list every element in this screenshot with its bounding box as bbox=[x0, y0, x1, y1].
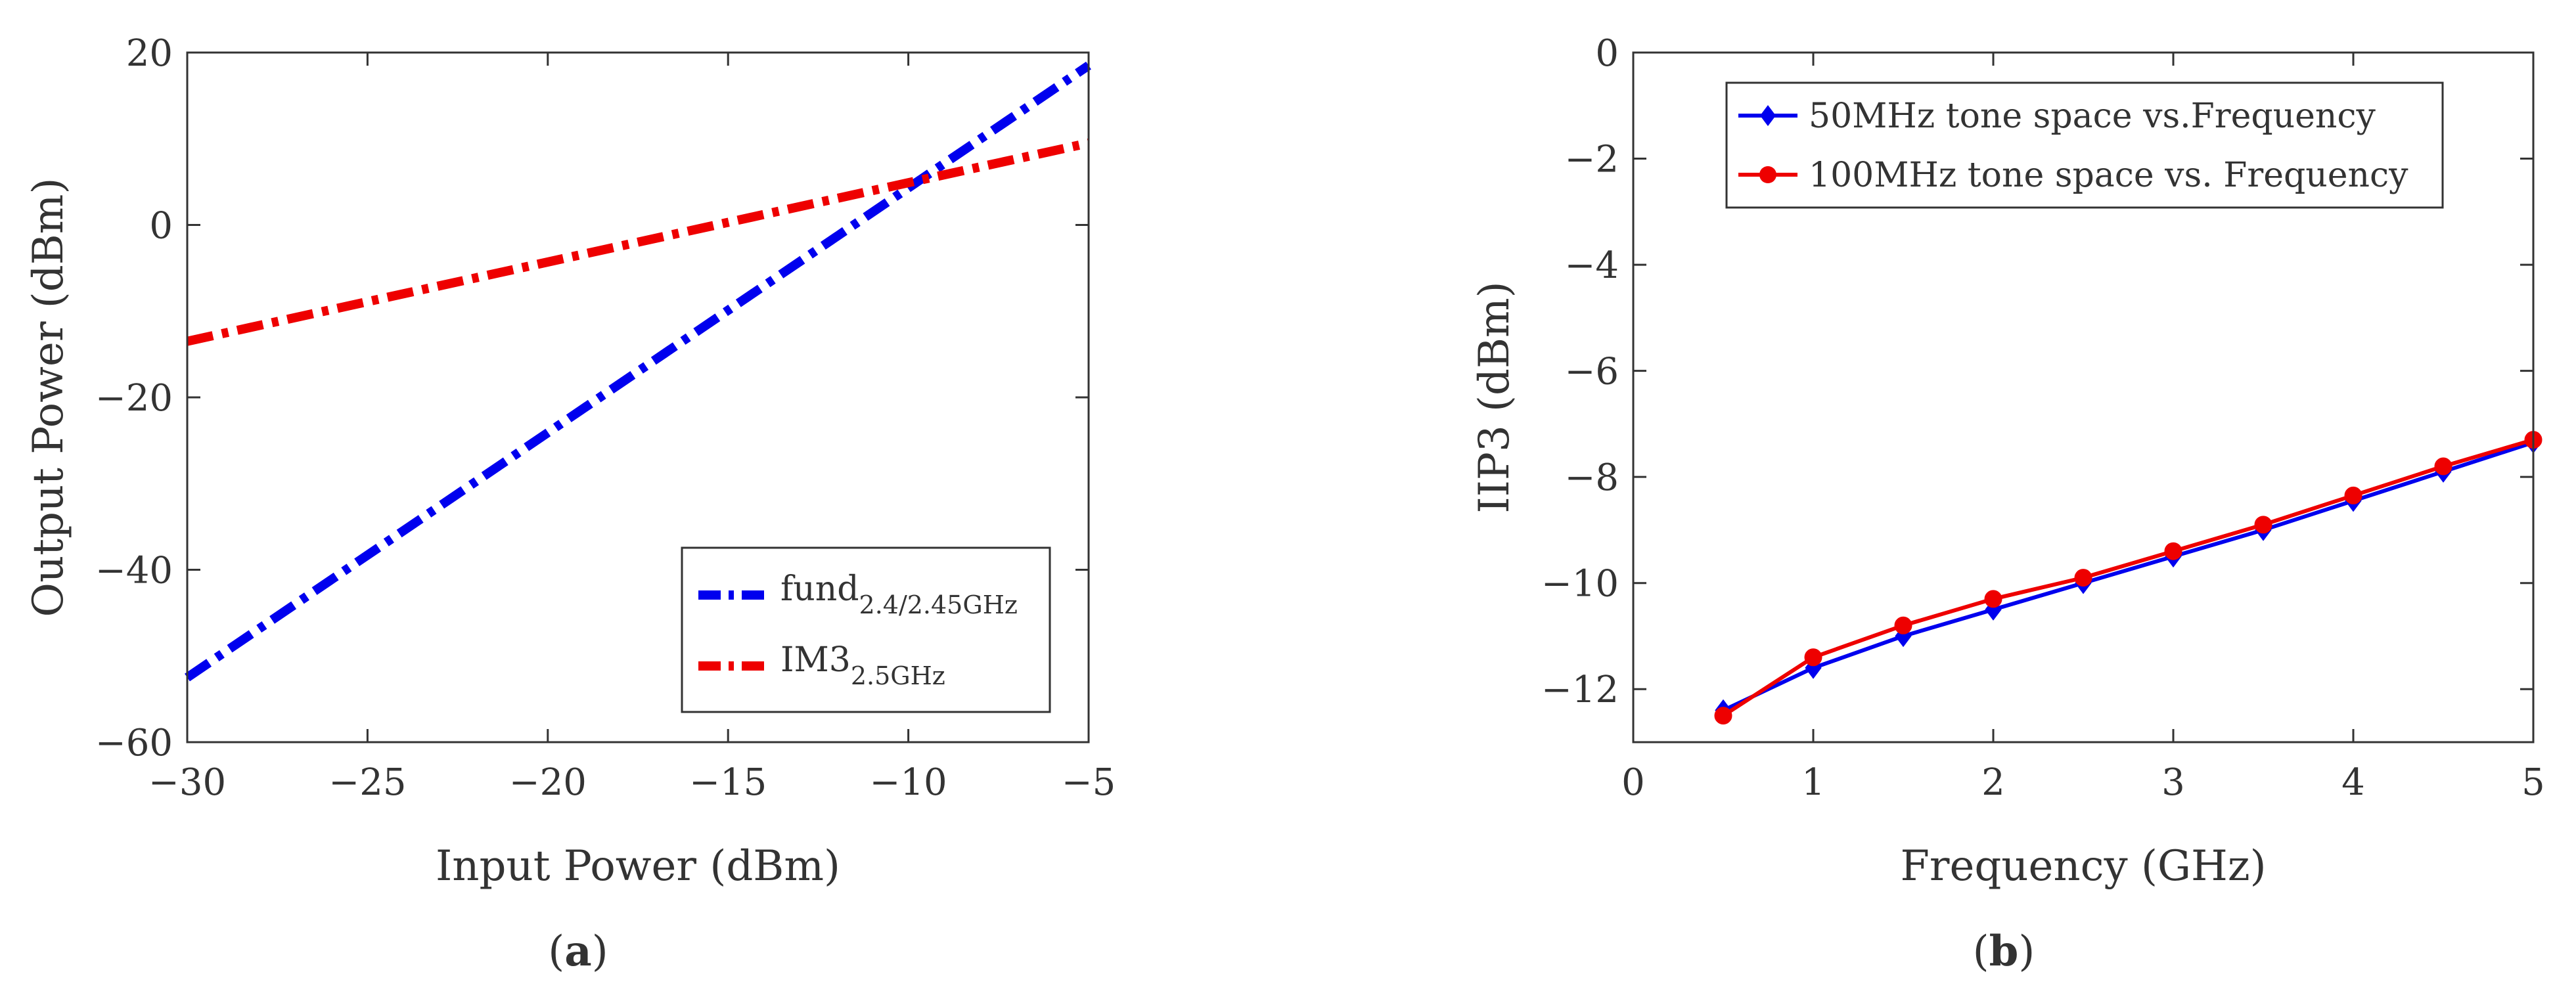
data-point-circle bbox=[1894, 616, 1912, 634]
panel-b-x-axis-label: Frequency (GHz) bbox=[1900, 842, 2266, 891]
panel-a-legend-box bbox=[681, 546, 1051, 713]
x-tick-label: −20 bbox=[509, 761, 587, 804]
y-tick-label: −4 bbox=[1564, 244, 1619, 287]
panel-b-caption-letter: b bbox=[1989, 927, 2019, 976]
y-tick-label: −6 bbox=[1564, 351, 1619, 393]
legend-swatch-circle bbox=[1759, 166, 1776, 183]
x-tick-label: 0 bbox=[1621, 761, 1645, 804]
panel-a-tick-labels: −30 −25 −20 −15 −10 −5 −60 −40 −20 0 20 bbox=[95, 32, 1116, 804]
panel-a-plot-frame bbox=[186, 51, 1090, 743]
legend-item-100mhz bbox=[1738, 166, 1797, 183]
data-point-circle bbox=[1984, 590, 2002, 608]
x-tick-label: −25 bbox=[328, 761, 406, 804]
legend-label-fund-name: fund bbox=[780, 569, 859, 609]
panel-b-caption-close: ) bbox=[2018, 927, 2035, 976]
panel-a-caption-open: ( bbox=[548, 927, 564, 976]
data-point-circle bbox=[1714, 707, 1732, 725]
legend-label-fund: fund2.4/2.45GHz bbox=[780, 569, 1018, 619]
panel-b-tick-labels: 0 1 2 3 4 5 −12 −10 −8 −6 −4 −2 0 bbox=[1541, 32, 2545, 804]
panel-b-y-axis-label: IIP3 (dBm) bbox=[1470, 281, 1519, 513]
data-point-circle bbox=[2254, 516, 2272, 534]
legend-label-im3-name: IM3 bbox=[780, 640, 851, 680]
series-line-0 bbox=[1722, 440, 2534, 713]
panel-a-caption-close: ) bbox=[592, 927, 608, 976]
panel-a-y-axis-label: Output Power (dBm) bbox=[24, 178, 73, 617]
panel-a-caption-letter: a bbox=[564, 927, 591, 976]
x-tick-label: 5 bbox=[2521, 761, 2545, 804]
panel-b-plot-frame bbox=[1632, 51, 2535, 743]
legend-item-50mhz bbox=[1738, 105, 1797, 126]
panel-a-x-axis-label: Input Power (dBm) bbox=[436, 842, 840, 891]
y-tick-label: −20 bbox=[95, 377, 173, 420]
data-point-circle bbox=[1804, 648, 1822, 667]
panel-a-series bbox=[185, 61, 1091, 682]
panel-b-chart: 0 1 2 3 4 5 −12 −10 −8 −6 −4 −2 0 Frequency (GHz) II… bbox=[1470, 32, 2545, 976]
y-tick-label: −10 bbox=[1541, 563, 1619, 606]
x-tick-label: −15 bbox=[689, 761, 767, 804]
data-point-circle bbox=[2164, 542, 2182, 560]
x-tick-label: 3 bbox=[2161, 761, 2185, 804]
legend-label-im3-subscript: 2.5GHz bbox=[851, 661, 945, 690]
y-tick-label: 20 bbox=[126, 32, 173, 75]
y-tick-label: 0 bbox=[1595, 32, 1619, 75]
panel-a-legend: fund2.4/2.45GHz IM32.5GHz bbox=[681, 546, 1051, 713]
data-point-circle bbox=[2074, 569, 2092, 587]
data-point-circle bbox=[2434, 457, 2452, 476]
panel-b-caption: (b) bbox=[1973, 927, 2035, 976]
data-point-circle bbox=[2344, 486, 2362, 504]
series-line-fund bbox=[185, 61, 1091, 682]
y-tick-label: 0 bbox=[149, 205, 173, 248]
series-line-im3 bbox=[186, 138, 1090, 346]
panel-a-caption: (a) bbox=[548, 927, 608, 976]
y-tick-label: −60 bbox=[95, 722, 173, 764]
y-tick-label: −40 bbox=[95, 550, 173, 592]
panel-b-legend-box bbox=[1725, 81, 2444, 209]
panel-b-caption-open: ( bbox=[1973, 927, 1989, 976]
legend-label-fund-subscript: 2.4/2.45GHz bbox=[859, 590, 1018, 619]
x-tick-label: −5 bbox=[1062, 761, 1116, 804]
legend-label-100mhz: 100MHz tone space vs. Frequency bbox=[1809, 156, 2408, 195]
y-tick-label: −8 bbox=[1564, 456, 1619, 499]
legend-label-50mhz: 50MHz tone space vs.Frequency bbox=[1809, 97, 2376, 136]
x-tick-label: 1 bbox=[1801, 761, 1825, 804]
x-tick-label: 4 bbox=[2341, 761, 2365, 804]
panel-a-chart: −30 −25 −20 −15 −10 −5 −60 −40 −20 0 20 Input Powe… bbox=[24, 32, 1116, 976]
panel-b-series bbox=[1714, 431, 2542, 725]
x-tick-label: 2 bbox=[1981, 761, 2005, 804]
y-tick-label: −2 bbox=[1564, 139, 1619, 181]
legend-label-im3: IM32.5GHz bbox=[780, 640, 945, 690]
series-line-1 bbox=[1722, 437, 2534, 718]
x-tick-label: −10 bbox=[870, 761, 947, 804]
x-tick-label: −30 bbox=[148, 761, 226, 804]
y-tick-label: −12 bbox=[1541, 669, 1619, 711]
panel-b-legend: 50MHz tone space vs.Frequency 100MHz ton… bbox=[1725, 81, 2444, 209]
legend-swatch-diamond bbox=[1760, 105, 1776, 126]
